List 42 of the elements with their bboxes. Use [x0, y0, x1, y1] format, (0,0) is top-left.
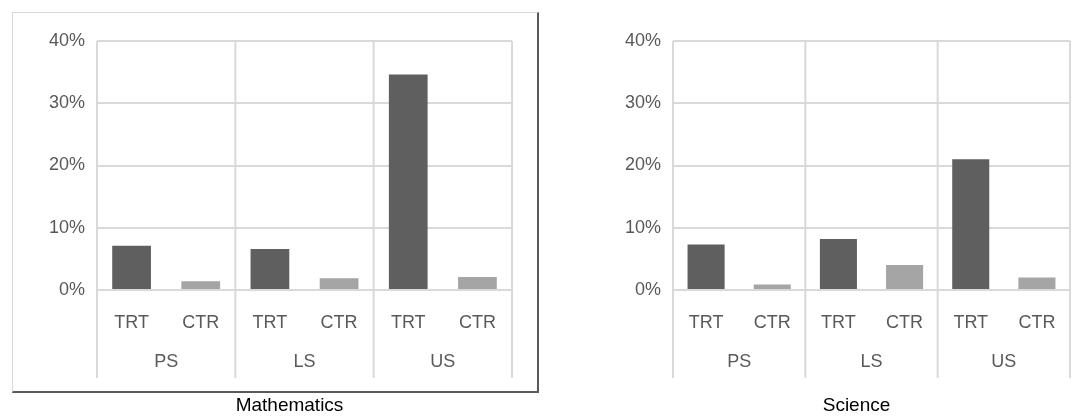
text: LS [860, 350, 883, 371]
x-tick-label: CTR [320, 311, 358, 332]
x-tick-label: CTR [753, 311, 791, 332]
bar [458, 276, 497, 289]
text: PS [727, 350, 752, 371]
x-tick-label: TRT [252, 311, 288, 332]
x-tick-label: TRT [688, 311, 724, 332]
bar [753, 284, 791, 289]
y-tick-label: 30% [624, 92, 661, 113]
bar [687, 244, 725, 289]
x-tick-label: TRT [114, 311, 149, 332]
y-tick-label: 20% [624, 154, 661, 175]
bar [886, 265, 924, 289]
y-tick-label: 10% [624, 216, 661, 237]
bar [250, 248, 290, 289]
bar [388, 74, 428, 289]
text: Science [822, 394, 891, 416]
text: US [430, 350, 456, 371]
x-tick-label: CTR [458, 311, 496, 332]
x-tick-label: TRT [390, 311, 426, 332]
y-tick-label: 20% [48, 154, 85, 175]
bar [952, 159, 990, 289]
y-tick-label: 0% [58, 278, 85, 299]
x-tick-label: TRT [821, 311, 856, 332]
text: Mathematics [235, 394, 344, 416]
x-tick-label: CTR [182, 311, 220, 332]
bar [819, 238, 857, 289]
bar [319, 278, 359, 289]
text: PS [154, 350, 179, 371]
bar [1018, 277, 1056, 289]
y-tick-label: 40% [624, 29, 661, 50]
y-tick-label: 30% [48, 92, 85, 113]
y-tick-label: 0% [634, 278, 661, 299]
text: US [991, 350, 1017, 371]
x-tick-label: CTR [886, 311, 924, 332]
bar [181, 281, 221, 289]
x-tick-label: TRT [953, 311, 989, 332]
text: LS [293, 350, 316, 371]
x-tick-label: CTR [1018, 311, 1056, 332]
y-tick-label: 10% [48, 216, 85, 237]
bar [112, 245, 151, 289]
y-tick-label: 40% [48, 29, 85, 50]
